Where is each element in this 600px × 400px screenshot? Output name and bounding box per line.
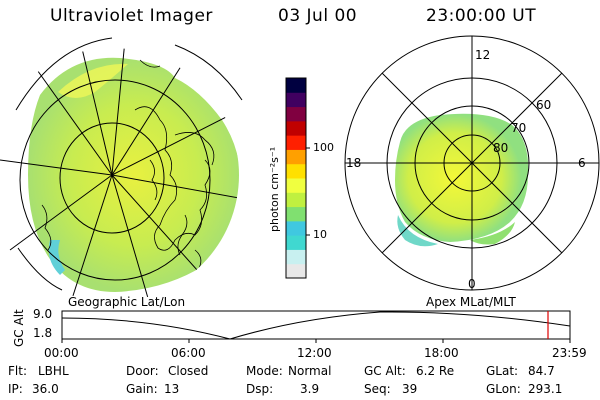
colorbar-segment — [286, 178, 306, 193]
geographic-map — [0, 48, 239, 302]
colorbar-segment — [286, 192, 306, 208]
colorbar-segment — [286, 120, 306, 136]
xtick-0600: 06:00 — [171, 346, 206, 360]
colorbar-segment — [286, 249, 306, 265]
colorbar-segment — [286, 220, 306, 236]
observation-time: 23:00:00 UT — [426, 6, 537, 26]
flt-label: Flt: — [8, 364, 27, 378]
colorbar-segment — [286, 163, 306, 179]
instrument-title: Ultraviolet Imager — [50, 6, 213, 26]
apex-caption: Apex MLat/MLT — [426, 295, 516, 309]
mode-label: Mode: — [246, 364, 283, 378]
dsp-label: Dsp: — [246, 382, 274, 396]
xtick-2359: 23:59 — [552, 346, 587, 360]
altitude-ymax: 9.0 — [33, 307, 53, 321]
colorbar-segment — [286, 149, 306, 165]
glat-label: GLat: — [486, 364, 519, 378]
dsp-value: 3.9 — [300, 382, 320, 396]
colorbar-tick-10: 10 — [313, 228, 327, 241]
colorbar — [286, 78, 306, 279]
mlt-label-12: 12 — [475, 48, 491, 62]
xtick-1200: 12:00 — [297, 346, 332, 360]
gcalt-value: 6.2 Re — [416, 364, 455, 378]
seq-value: 39 — [402, 382, 418, 396]
colorbar-segment — [286, 78, 306, 93]
mlt-label-0: 0 — [468, 277, 476, 291]
glon-label: GLon: — [486, 382, 521, 396]
mode-value: Normal — [288, 364, 332, 378]
colorbar-segment — [286, 106, 306, 122]
altitude-ylabel: GC Alt — [12, 309, 26, 347]
flt-value: LBHL — [38, 364, 69, 378]
ip-label: IP: — [8, 382, 23, 396]
glat-value: 84.7 — [528, 364, 555, 378]
mlt-label-6: 6 — [578, 156, 586, 170]
colorbar-unit-label: photon cm⁻²s⁻¹ — [268, 146, 281, 232]
altitude-plot — [61, 310, 571, 343]
xtick-1800: 18:00 — [424, 346, 459, 360]
glon-value: 293.1 — [528, 382, 563, 396]
observation-date: 03 Jul 00 — [278, 6, 358, 26]
aurora-image-right — [395, 113, 529, 242]
lat-label-60: 60 — [536, 98, 552, 112]
gain-value: 13 — [164, 382, 180, 396]
gcalt-label: GC Alt: — [364, 364, 406, 378]
colorbar-segment — [286, 263, 306, 279]
altitude-ymin: 1.8 — [33, 326, 53, 340]
ip-value: 36.0 — [32, 382, 59, 396]
colorbar-segment — [286, 206, 306, 222]
mlt-label-18: 18 — [346, 156, 362, 170]
colorbar-segment — [286, 92, 306, 108]
gain-label: Gain: — [126, 382, 158, 396]
colorbar-segment — [286, 135, 306, 150]
seq-label: Seq: — [364, 382, 391, 396]
lat-label-80: 80 — [493, 141, 509, 155]
door-label: Door: — [126, 364, 159, 378]
xtick-0000: 00:00 — [44, 346, 79, 360]
door-value: Closed — [168, 364, 209, 378]
geographic-caption: Geographic Lat/Lon — [68, 295, 186, 309]
mlt-polar-plot — [344, 35, 600, 291]
colorbar-segment — [286, 235, 306, 250]
altitude-curve — [61, 311, 571, 340]
colorbar-tick-100: 100 — [313, 141, 334, 154]
coastlines — [41, 59, 215, 271]
lat-label-70: 70 — [511, 121, 527, 135]
